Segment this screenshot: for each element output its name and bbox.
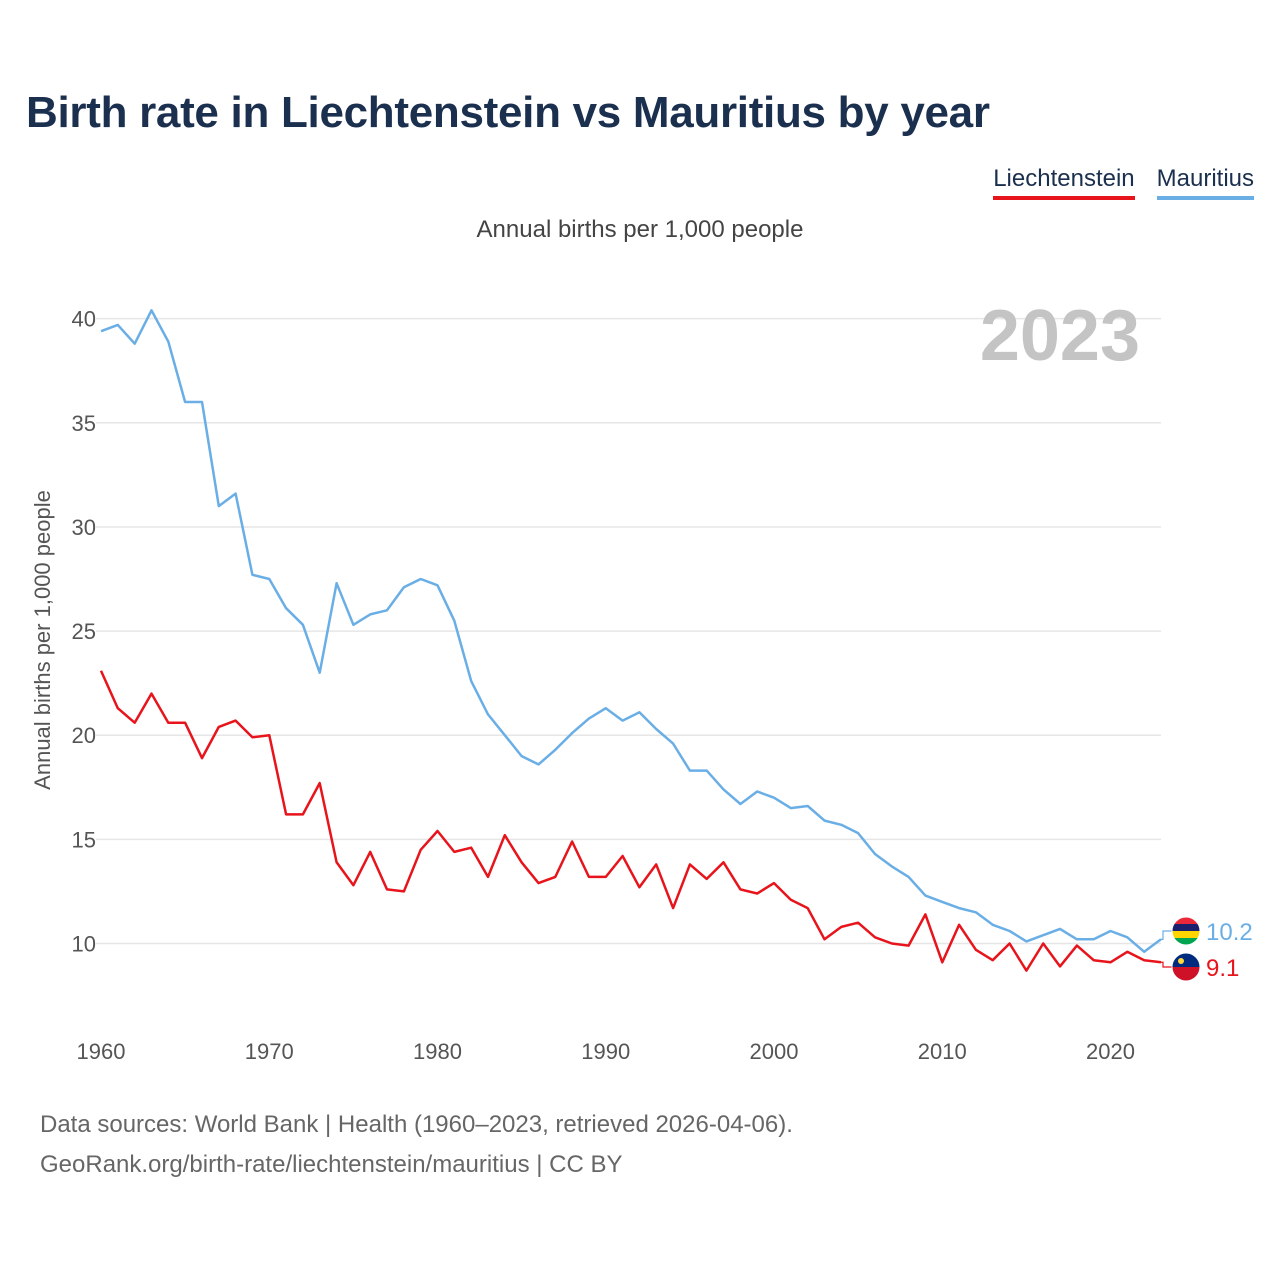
- y-tick-label: 15: [72, 827, 96, 852]
- end-connector-liechtenstein: [1161, 961, 1172, 968]
- y-tick-label: 10: [72, 932, 96, 957]
- footer: Data sources: World Bank | Health (1960–…: [40, 1105, 793, 1185]
- y-tick-label: 40: [72, 307, 96, 332]
- legend-item-mauritius[interactable]: Mauritius: [1156, 165, 1254, 200]
- x-tick-label: 1970: [245, 1039, 294, 1064]
- y-axis-ticks: 10 15 20 25 30 35 40: [72, 307, 96, 957]
- end-connector-mauritius: [1161, 930, 1172, 940]
- x-tick-label: 2020: [1086, 1039, 1135, 1064]
- x-tick-label: 2010: [918, 1039, 967, 1064]
- y-tick-label: 35: [72, 411, 96, 436]
- y-tick-label: 25: [72, 619, 96, 644]
- x-tick-label: 2000: [750, 1039, 799, 1064]
- flag-icon-liechtenstein: [1171, 952, 1201, 982]
- y-axis-title: Annual births per 1,000 people: [30, 490, 55, 790]
- x-tick-label: 1980: [413, 1039, 462, 1064]
- year-label: 2023: [980, 296, 1140, 376]
- end-value-label-mauritius: 10.2: [1206, 919, 1253, 946]
- end-value-label-liechtenstein: 9.1: [1206, 955, 1239, 982]
- series-line-liechtenstein[interactable]: [99, 670, 1162, 972]
- footer-credit[interactable]: GeoRank.org/birth-rate/liechtenstein/mau…: [40, 1151, 623, 1178]
- y-tick-label: 20: [72, 723, 96, 748]
- x-tick-label: 1960: [77, 1039, 126, 1064]
- chart-subtitle: Annual births per 1,000 people: [476, 216, 804, 243]
- chart-title: Birth rate in Liechtenstein vs Mauritius…: [26, 88, 990, 137]
- x-tick-label: 1990: [581, 1039, 630, 1064]
- end-markers: 9.1 10.2: [1161, 916, 1253, 982]
- flag-icon-mauritius: [1171, 916, 1201, 946]
- series-lines: [99, 309, 1162, 972]
- y-tick-label: 30: [72, 515, 96, 540]
- x-axis-ticks: 1960 1970 1980 1990 2000 2010 2020: [77, 1039, 1135, 1064]
- legend-item-liechtenstein[interactable]: Liechtenstein: [993, 165, 1135, 200]
- legend: Liechtenstein Mauritius: [993, 165, 1254, 200]
- footer-source: Data sources: World Bank | Health (1960–…: [40, 1111, 793, 1138]
- series-line-mauritius[interactable]: [100, 309, 1162, 954]
- grid-lines: [96, 317, 1161, 945]
